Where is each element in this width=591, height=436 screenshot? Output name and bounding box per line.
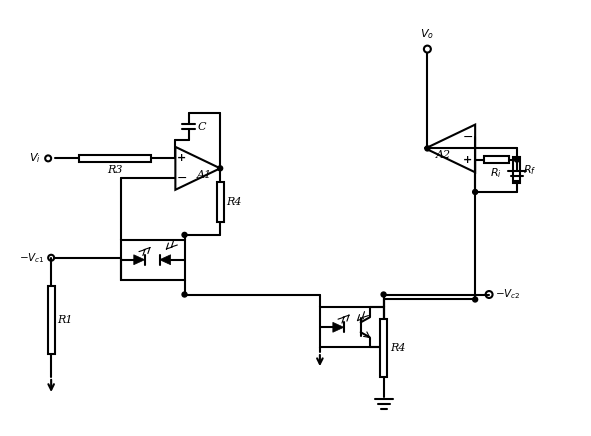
Bar xyxy=(320,307,384,347)
Text: $-V_{c2}$: $-V_{c2}$ xyxy=(495,288,521,301)
Text: $V_i$: $V_i$ xyxy=(30,151,41,165)
Circle shape xyxy=(182,232,187,237)
Circle shape xyxy=(182,292,187,297)
Circle shape xyxy=(217,166,223,171)
Text: +: + xyxy=(177,153,186,164)
Text: A1: A1 xyxy=(197,170,212,180)
Polygon shape xyxy=(134,255,145,265)
Text: $-V_{c1}$: $-V_{c1}$ xyxy=(20,251,45,265)
Circle shape xyxy=(381,292,386,297)
Text: $R_f$: $R_f$ xyxy=(524,164,537,177)
Polygon shape xyxy=(160,255,171,265)
Text: C: C xyxy=(198,122,206,132)
Text: R3: R3 xyxy=(108,165,123,175)
Bar xyxy=(483,156,509,163)
Text: $R_i$: $R_i$ xyxy=(490,166,502,180)
Text: A2: A2 xyxy=(436,150,451,160)
Bar xyxy=(514,157,521,183)
Bar xyxy=(380,319,387,378)
Circle shape xyxy=(473,190,478,194)
Circle shape xyxy=(473,297,478,302)
Text: R1: R1 xyxy=(58,315,73,325)
Polygon shape xyxy=(333,322,344,332)
Bar xyxy=(48,286,54,354)
Circle shape xyxy=(425,146,430,151)
Text: R4: R4 xyxy=(390,343,405,353)
Text: R4: R4 xyxy=(226,197,242,207)
Bar xyxy=(121,240,184,279)
Bar xyxy=(217,182,223,221)
Bar xyxy=(79,155,151,162)
Text: −: − xyxy=(463,131,473,144)
Text: −: − xyxy=(177,172,187,185)
Circle shape xyxy=(515,157,519,162)
Text: +: + xyxy=(463,155,473,164)
Text: $V_o$: $V_o$ xyxy=(420,27,434,41)
